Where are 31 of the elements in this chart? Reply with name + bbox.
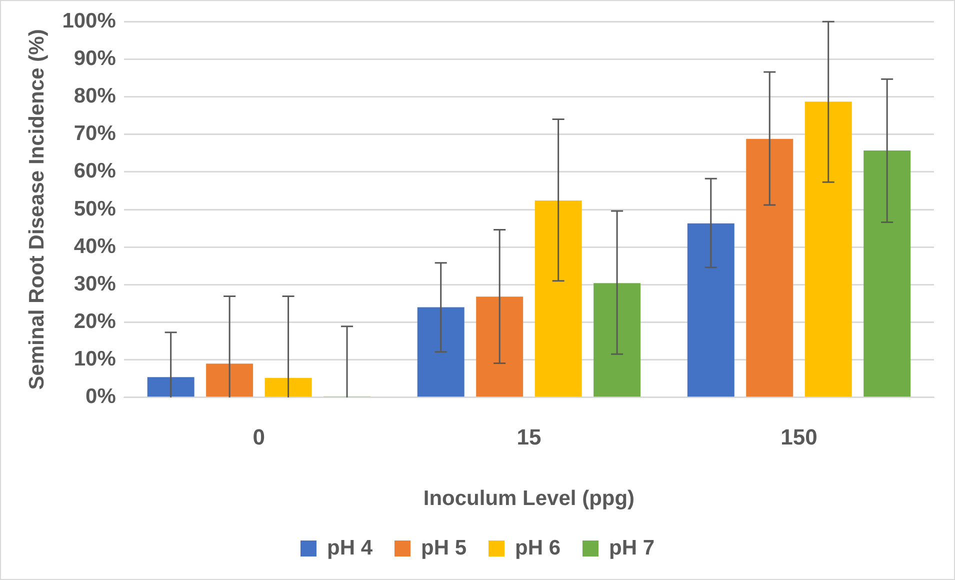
y-tick-label: 50% — [74, 197, 116, 220]
bar — [687, 223, 734, 397]
legend-label: pH 4 — [326, 536, 373, 560]
legend-label: pH 5 — [420, 536, 467, 560]
legend-label: pH 7 — [609, 536, 655, 560]
y-tick-label: 20% — [74, 310, 116, 334]
x-tick-label: 150 — [780, 424, 818, 450]
y-tick-label: 80% — [74, 84, 116, 108]
y-tick-label: 60% — [74, 160, 116, 183]
y-tick-label: 30% — [74, 272, 116, 296]
x-tick-label: 0 — [252, 424, 266, 450]
bar — [147, 377, 194, 397]
bar — [417, 307, 464, 397]
y-tick-label: 40% — [74, 234, 116, 258]
bar — [804, 102, 852, 397]
bar — [594, 283, 641, 397]
bar — [864, 150, 911, 397]
y-axis-title: Seminal Root Disease Incidence (%) — [25, 29, 48, 390]
y-tick-label: 0% — [86, 385, 116, 408]
y-tick-label: 70% — [74, 122, 116, 146]
bar — [746, 138, 794, 397]
x-axis-title: Inoculum Level (ppg) — [423, 487, 635, 510]
bar — [206, 364, 254, 397]
y-tick-label: 10% — [74, 348, 116, 371]
y-tick-label: 90% — [74, 46, 116, 70]
legend-label: pH 6 — [515, 536, 561, 560]
bar — [476, 296, 524, 397]
x-tick-label: 15 — [516, 424, 542, 450]
bar — [264, 378, 312, 397]
bar — [534, 200, 582, 397]
y-tick-label: 100% — [62, 9, 116, 32]
